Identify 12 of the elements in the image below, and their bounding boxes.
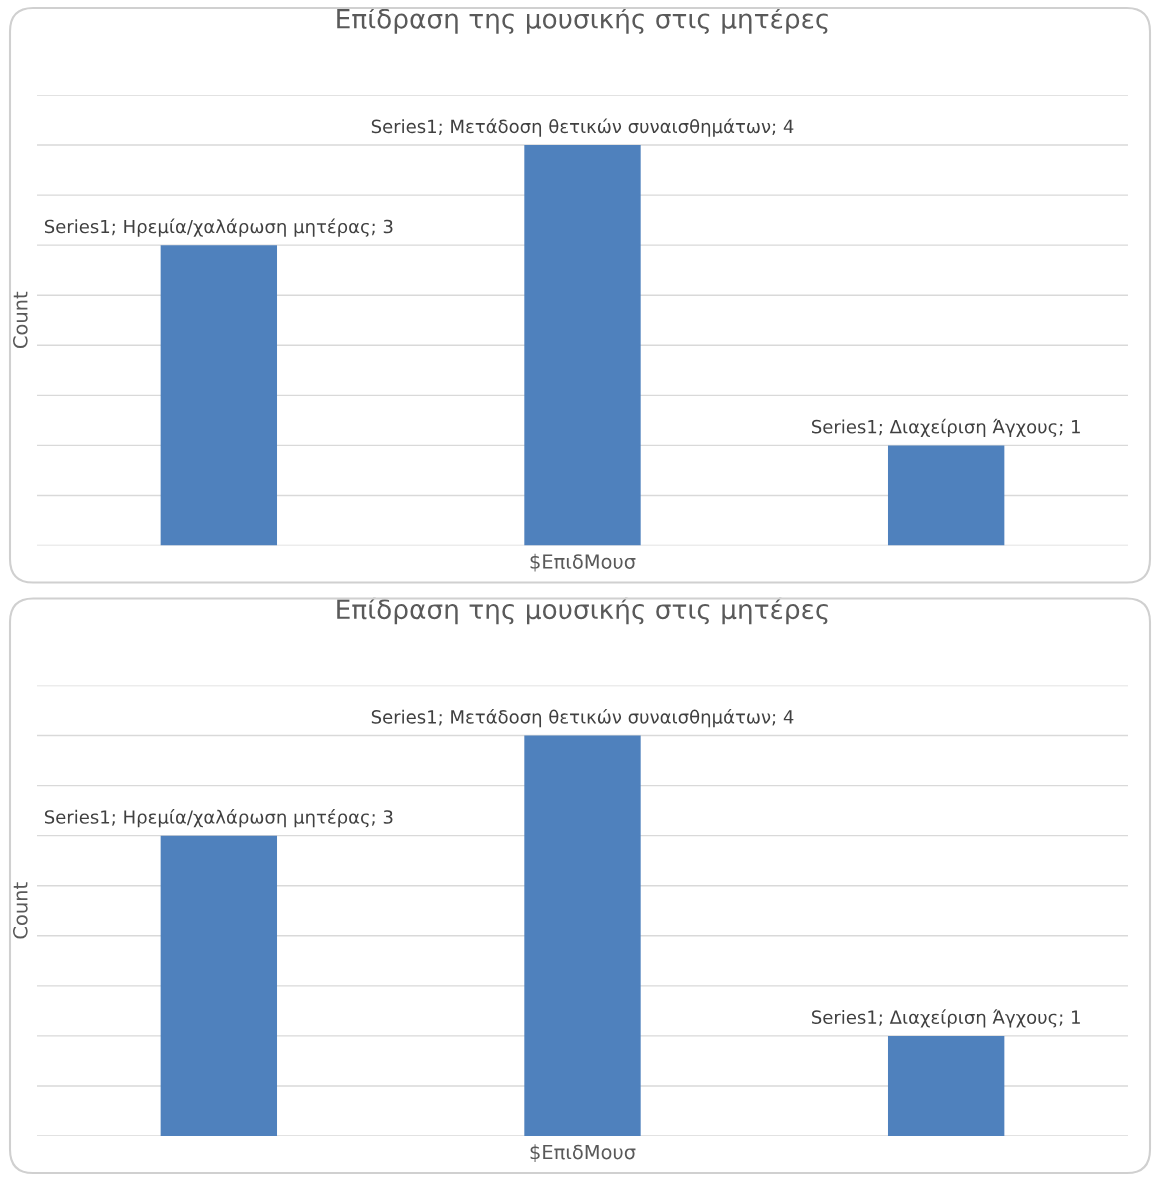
x-axis-title: $ΕπιδΜουσ <box>530 1144 636 1162</box>
chart-title: Επίδραση της μουσικής στις μητέρες <box>337 7 828 34</box>
data-label: Series1; Ηρεμία/χαλάρωση μητέρας; 3 <box>44 809 393 828</box>
y-axis-title: Count <box>12 291 28 349</box>
x-axis-title: $ΕπιδΜουσ <box>530 553 636 572</box>
data-label: Series1; Μετάδοση θετικών συναισθημάτων; 4 <box>371 709 794 728</box>
data-label: Series1; Μετάδοση θετικών συναισθημάτων; 4 <box>371 118 794 137</box>
chart-title: Επίδραση της μουσικής στις μητέρες <box>337 597 828 625</box>
data-label: Series1; Διαχείριση Άγχους; 1 <box>812 418 1080 438</box>
data-label: Series1; Ηρεμία/χαλάρωση μητέρας; 3 <box>44 218 393 237</box>
y-axis-title: Count <box>12 882 28 939</box>
data-label: Series1; Διαχείριση Άγχους; 1 <box>812 1009 1080 1028</box>
